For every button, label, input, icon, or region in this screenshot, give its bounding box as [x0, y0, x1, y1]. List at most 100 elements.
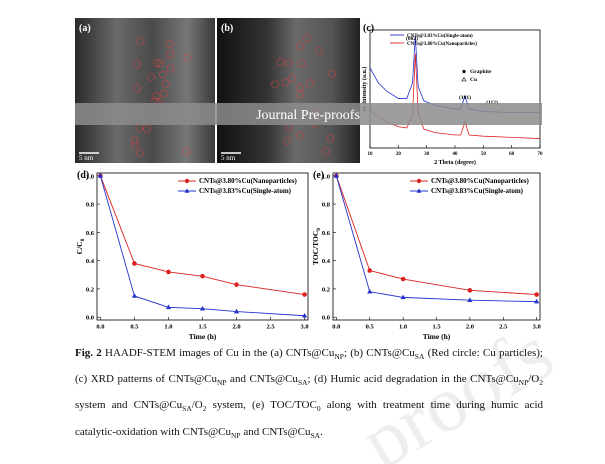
particle-circle [297, 59, 306, 68]
x-tick-label: 50 [481, 152, 487, 157]
peak-label: (101) [459, 94, 471, 101]
marker [301, 312, 308, 318]
particle-circle [166, 64, 175, 73]
marker [166, 269, 171, 275]
x-tick-label: 0.5 [130, 324, 139, 331]
x-tick-label: 2.0 [466, 324, 474, 331]
phase-label: Cu [470, 77, 477, 83]
caption-sub: NP [216, 378, 227, 388]
marker [165, 304, 172, 310]
y-tick-label: 0.8 [86, 202, 95, 209]
peak-label: (002) [406, 35, 418, 42]
marker [333, 173, 339, 178]
particle-circle [296, 41, 305, 50]
particle-circle [147, 73, 156, 81]
particle-circle [152, 59, 161, 67]
marker [534, 298, 540, 304]
marker [302, 292, 307, 297]
marker [467, 288, 473, 293]
legend-label: CNTs@3.83%Cu(Single-atom) [431, 187, 524, 195]
banner-text: Journal Pre-proofs [256, 108, 360, 123]
phase-marker [461, 76, 467, 82]
plot-frame [369, 29, 541, 149]
image-b [217, 18, 360, 163]
legend-label: CNTs@3.80%Cu(Nanoparticles) [199, 177, 298, 185]
phase-label: Graphite [470, 69, 492, 75]
caption-sub: SA [310, 430, 321, 440]
x-tick-label: 0.0 [96, 324, 104, 331]
particle-circle [328, 70, 337, 78]
panel-label: (b) [221, 23, 233, 34]
y-tick-label: 0.0 [322, 315, 330, 322]
particle-circle [165, 40, 174, 49]
marker [200, 273, 205, 279]
y-axis-label: ve Intensity (a.u.) [361, 67, 368, 112]
series-line [369, 35, 540, 113]
x-tick-label: 10 [368, 152, 374, 157]
particle-circle [183, 53, 192, 62]
image-a [75, 18, 215, 163]
x-axis-label: Time (h) [423, 332, 451, 341]
particle-circle [133, 60, 141, 69]
scale-label: 5 nm [79, 154, 94, 162]
caption-sub: NP [518, 378, 529, 388]
y-label-text: TOC/TOC [311, 231, 320, 265]
particle-circle [166, 50, 175, 58]
legend-label: CNTs@3.83%Cu(Single-atom) [199, 187, 292, 195]
particle-circle [295, 131, 304, 140]
phase-marker [462, 69, 466, 74]
particle-circle [136, 37, 145, 45]
legend-label: CNTs@3.80%Cu(Nanoparticles) [431, 177, 530, 185]
caption-label: Fig. 2 [75, 347, 102, 359]
caption-text: and CNTs@Cu [226, 373, 298, 386]
marker [97, 173, 104, 178]
x-tick-label: 1.0 [399, 324, 407, 331]
y-label-sub: 0 [316, 228, 322, 231]
marker [367, 268, 373, 273]
x-tick-label: 1.5 [198, 324, 207, 331]
caption-text: HAADF-STEM images of Cu in the (a) CNTs@… [101, 347, 335, 359]
particle-circle [303, 33, 311, 42]
particle-circle [283, 137, 291, 145]
marker [234, 282, 239, 287]
scale-label: 5 nm [221, 154, 236, 162]
particle-circle [136, 149, 145, 158]
particle-circle [281, 78, 290, 87]
caption-sub: 2 [539, 378, 543, 388]
legend-marker [184, 188, 190, 193]
particle-circle [133, 84, 142, 93]
caption: Fig. 2 HAADF-STEM images of Cu in the (a… [75, 342, 543, 447]
caption-text: /O [191, 399, 203, 412]
y-tick-label: 1.0 [322, 173, 330, 180]
caption-text: system and CNTs@Cu [75, 399, 183, 412]
series-line [99, 175, 305, 317]
x-tick-label: 40 [453, 152, 459, 157]
caption-text: /O [528, 373, 540, 386]
particle-circle [182, 147, 191, 156]
banner-bar [75, 103, 542, 125]
particle-circle [130, 136, 139, 145]
y-tick-label: 0.4 [322, 258, 331, 265]
panel-label: (e) [313, 170, 324, 181]
caption-sub: NP [231, 430, 241, 440]
marker [400, 276, 406, 282]
legend-marker [416, 188, 422, 193]
legend-marker [184, 178, 190, 184]
caption-sub: SA [297, 378, 308, 388]
y-tick-label: 0.4 [86, 258, 95, 265]
legend-label: CNTs@3.83%Cu(Single-atom) [407, 34, 473, 39]
caption-sub: SA [414, 352, 425, 362]
particle-circle [161, 80, 170, 89]
x-tick-label: 1.5 [432, 324, 441, 331]
x-tick-label: 30 [424, 152, 430, 157]
particle-circle [288, 73, 297, 82]
marker [199, 305, 206, 311]
marker [132, 261, 137, 266]
series-line [369, 53, 541, 139]
particle-circle [314, 46, 323, 55]
y-tick-label: 1.0 [86, 173, 94, 180]
x-axis-label: 2 Theta (degree) [434, 159, 476, 166]
caption-sub: 0 [316, 404, 321, 414]
